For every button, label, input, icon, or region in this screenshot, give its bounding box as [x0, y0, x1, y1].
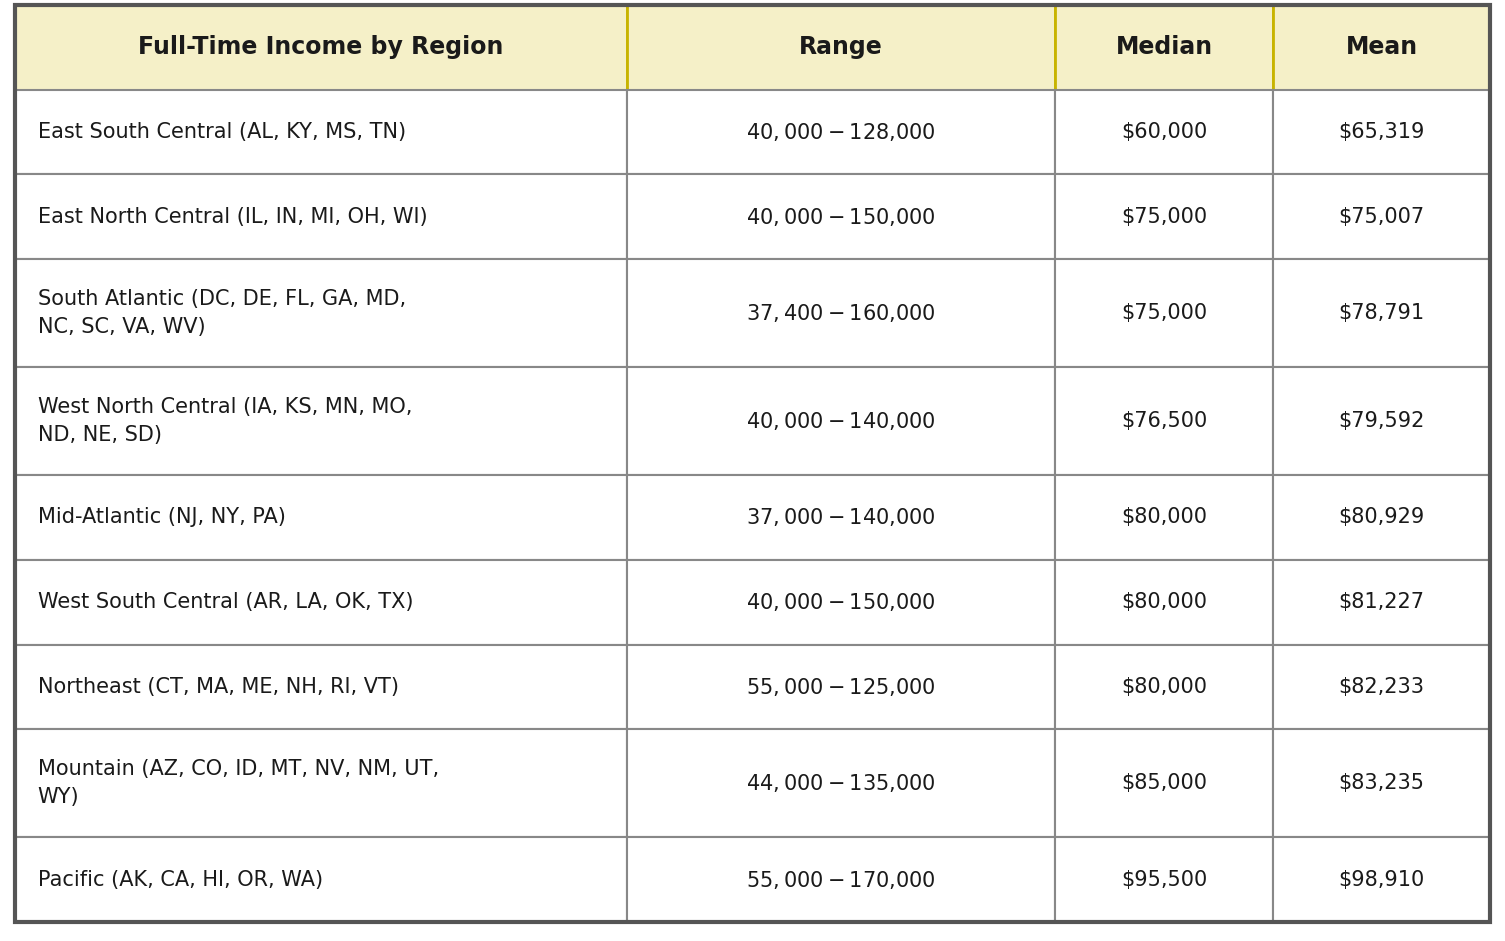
Bar	[1273, 645, 1490, 729]
Text: Northeast (CT, MA, ME, NH, RI, VT): Northeast (CT, MA, ME, NH, RI, VT)	[38, 677, 399, 697]
Bar	[1055, 367, 1273, 475]
Bar	[628, 89, 1055, 174]
Text: $37,400 - $160,000: $37,400 - $160,000	[746, 302, 936, 324]
Bar	[1273, 560, 1490, 645]
Bar	[15, 174, 628, 259]
Text: $80,000: $80,000	[1121, 592, 1207, 613]
Text: $75,007: $75,007	[1338, 207, 1425, 227]
Bar	[628, 367, 1055, 475]
Text: $40,000 - $150,000: $40,000 - $150,000	[746, 591, 936, 614]
Bar	[15, 5, 628, 89]
Text: Range: Range	[799, 35, 883, 59]
Text: Pacific (AK, CA, HI, OR, WA): Pacific (AK, CA, HI, OR, WA)	[38, 869, 322, 890]
Text: $98,910: $98,910	[1338, 869, 1425, 890]
Bar	[628, 645, 1055, 729]
Bar	[1273, 837, 1490, 922]
Bar	[1273, 5, 1490, 89]
Bar	[628, 174, 1055, 259]
Text: $55,000 - $125,000: $55,000 - $125,000	[746, 676, 936, 698]
Text: $37,000 - $140,000: $37,000 - $140,000	[746, 506, 936, 529]
Bar	[1273, 174, 1490, 259]
Bar	[1055, 837, 1273, 922]
Bar	[628, 259, 1055, 367]
Text: Median: Median	[1115, 35, 1213, 59]
Bar	[15, 259, 628, 367]
Text: $82,233: $82,233	[1338, 677, 1425, 697]
Bar	[1055, 729, 1273, 837]
Text: $80,000: $80,000	[1121, 507, 1207, 527]
Bar	[628, 5, 1055, 89]
Bar	[1055, 475, 1273, 560]
Bar	[1273, 259, 1490, 367]
Text: Full-Time Income by Region: Full-Time Income by Region	[138, 35, 504, 59]
Bar	[15, 475, 628, 560]
Bar	[1273, 89, 1490, 174]
Text: $55,000 - $170,000: $55,000 - $170,000	[746, 869, 936, 891]
Bar	[15, 645, 628, 729]
Text: $95,500: $95,500	[1121, 869, 1207, 890]
Text: $60,000: $60,000	[1121, 122, 1207, 142]
Bar	[1055, 560, 1273, 645]
Bar	[628, 475, 1055, 560]
Text: $40,000 - $150,000: $40,000 - $150,000	[746, 206, 936, 228]
Bar	[1055, 89, 1273, 174]
Text: $76,500: $76,500	[1121, 411, 1207, 431]
Text: $80,000: $80,000	[1121, 677, 1207, 697]
Bar	[628, 560, 1055, 645]
Text: East South Central (AL, KY, MS, TN): East South Central (AL, KY, MS, TN)	[38, 122, 406, 142]
Text: $75,000: $75,000	[1121, 303, 1207, 323]
Bar	[628, 837, 1055, 922]
Bar	[1055, 645, 1273, 729]
Text: Mean: Mean	[1345, 35, 1418, 59]
Text: $78,791: $78,791	[1338, 303, 1425, 323]
Text: $83,235: $83,235	[1338, 774, 1425, 793]
Text: East North Central (IL, IN, MI, OH, WI): East North Central (IL, IN, MI, OH, WI)	[38, 207, 427, 227]
Bar	[15, 729, 628, 837]
Bar	[1055, 174, 1273, 259]
Text: $81,227: $81,227	[1338, 592, 1425, 613]
Text: Mountain (AZ, CO, ID, MT, NV, NM, UT,
WY): Mountain (AZ, CO, ID, MT, NV, NM, UT, WY…	[38, 759, 439, 807]
Bar	[1273, 367, 1490, 475]
Text: West North Central (IA, KS, MN, MO,
ND, NE, SD): West North Central (IA, KS, MN, MO, ND, …	[38, 397, 412, 445]
Text: $65,319: $65,319	[1338, 122, 1425, 142]
Bar	[1055, 259, 1273, 367]
Text: $79,592: $79,592	[1338, 411, 1425, 431]
Bar	[15, 837, 628, 922]
Text: Mid-Atlantic (NJ, NY, PA): Mid-Atlantic (NJ, NY, PA)	[38, 507, 286, 527]
Text: West South Central (AR, LA, OK, TX): West South Central (AR, LA, OK, TX)	[38, 592, 414, 613]
Bar	[1273, 729, 1490, 837]
Bar	[15, 89, 628, 174]
Bar	[15, 560, 628, 645]
Text: South Atlantic (DC, DE, FL, GA, MD,
NC, SC, VA, WV): South Atlantic (DC, DE, FL, GA, MD, NC, …	[38, 289, 406, 337]
Text: $80,929: $80,929	[1338, 507, 1425, 527]
Text: $40,000 - $140,000: $40,000 - $140,000	[746, 410, 936, 432]
Bar	[628, 729, 1055, 837]
Text: $75,000: $75,000	[1121, 207, 1207, 227]
Bar	[1273, 475, 1490, 560]
Text: $40,000 - $128,000: $40,000 - $128,000	[746, 120, 936, 143]
Bar	[1055, 5, 1273, 89]
Text: $85,000: $85,000	[1121, 774, 1207, 793]
Bar	[15, 367, 628, 475]
Text: $44,000 - $135,000: $44,000 - $135,000	[746, 773, 936, 794]
